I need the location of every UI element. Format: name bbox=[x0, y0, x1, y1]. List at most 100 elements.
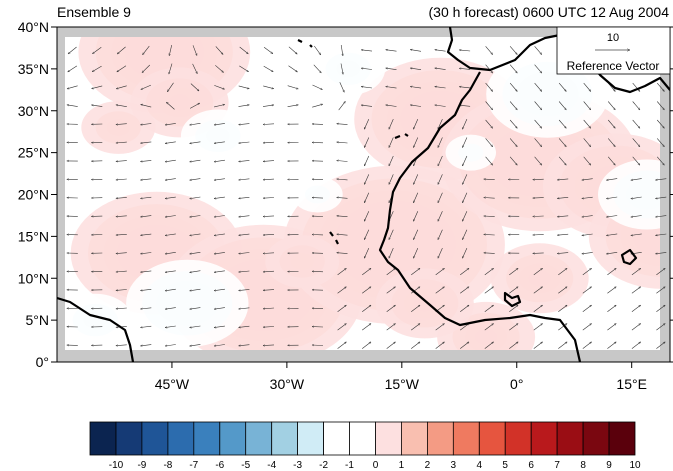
wind-vector bbox=[68, 65, 78, 73]
wind-vector bbox=[533, 342, 543, 349]
wind-vector bbox=[169, 45, 172, 56]
lake-volta bbox=[503, 291, 522, 308]
colorbar-label: -7 bbox=[189, 460, 198, 471]
wind-vector bbox=[656, 82, 664, 91]
wind-vector bbox=[141, 104, 152, 108]
colorbar-swatch bbox=[478, 421, 506, 456]
wind-vector bbox=[361, 87, 373, 89]
wind-vector bbox=[239, 197, 250, 198]
wind-vector bbox=[582, 215, 593, 217]
wind-vector bbox=[165, 270, 176, 273]
wind-vector bbox=[656, 101, 664, 110]
wind-vector bbox=[364, 137, 370, 148]
wind-vector bbox=[214, 105, 225, 108]
wind-vector bbox=[437, 229, 443, 240]
wind-vector bbox=[239, 289, 250, 290]
wind-vector bbox=[263, 198, 275, 199]
wind-vector bbox=[607, 101, 615, 110]
wind-vector bbox=[239, 252, 250, 254]
wind-vector bbox=[214, 233, 225, 236]
wind-vector bbox=[607, 305, 616, 312]
wind-vector bbox=[91, 105, 103, 107]
wind-vector bbox=[606, 215, 618, 218]
wind-vector bbox=[437, 174, 443, 184]
wind-vector bbox=[339, 82, 345, 92]
wind-vector bbox=[263, 85, 274, 89]
wind-vector bbox=[485, 138, 493, 146]
wind-vector bbox=[582, 287, 592, 294]
anomaly-blob bbox=[445, 134, 496, 171]
lon-tick-label: 15°W bbox=[385, 376, 420, 392]
wind-vector bbox=[558, 156, 566, 165]
wind-vector bbox=[411, 305, 420, 312]
wind-vector bbox=[190, 215, 201, 218]
wind-vector bbox=[166, 102, 175, 110]
wind-vectors bbox=[67, 44, 667, 349]
wind-vector bbox=[484, 179, 495, 180]
wind-vector bbox=[142, 64, 151, 73]
wind-vector bbox=[410, 105, 422, 107]
colorbar-swatch bbox=[530, 421, 558, 456]
wind-vector bbox=[263, 46, 273, 54]
wind-vector bbox=[557, 234, 569, 235]
coast-south-america bbox=[57, 296, 135, 362]
anomaly-blob bbox=[311, 42, 386, 96]
wind-vector bbox=[632, 119, 640, 128]
anomaly-blob bbox=[598, 159, 670, 230]
colorbar-label: 9 bbox=[606, 460, 612, 471]
wind-vector bbox=[340, 63, 343, 75]
wind-vector bbox=[460, 268, 469, 276]
wind-vector bbox=[362, 305, 371, 312]
anomaly-blob bbox=[375, 268, 474, 339]
colorbar-swatch bbox=[297, 421, 325, 456]
wind-vector bbox=[533, 253, 544, 254]
colorbar-label: -4 bbox=[267, 460, 276, 471]
wind-vector bbox=[214, 215, 225, 218]
anomaly-blob bbox=[292, 176, 343, 213]
wind-vector bbox=[534, 138, 542, 146]
wind-vector bbox=[214, 123, 225, 125]
wind-vector bbox=[509, 342, 518, 349]
wind-vector bbox=[239, 141, 250, 143]
wind-vector bbox=[509, 268, 518, 276]
wind-vector bbox=[312, 271, 324, 272]
lat-tick-label: 10°N bbox=[18, 270, 49, 286]
reference-vector-label: Reference Vector bbox=[567, 59, 660, 73]
wind-vector bbox=[337, 234, 348, 235]
colorbar-label: 7 bbox=[554, 460, 560, 471]
colorbar-swatch bbox=[245, 421, 273, 456]
wind-vector bbox=[140, 307, 152, 309]
colorbar: -10 -9 -8 -7 -6 -5 -4 -3 -2 -1 0 1 2 3 4 5 6 7 8 9 10 bbox=[89, 421, 641, 471]
wind-vector bbox=[214, 344, 225, 347]
lon-tick-label: 45°W bbox=[155, 376, 190, 392]
wind-vector bbox=[214, 325, 225, 328]
wind-vector bbox=[361, 50, 373, 52]
wind-vector bbox=[582, 342, 592, 349]
wind-vector bbox=[583, 101, 591, 110]
wind-vector bbox=[312, 104, 323, 108]
wind-vector bbox=[435, 105, 446, 107]
wind-vector bbox=[583, 156, 591, 165]
wind-vector bbox=[362, 268, 371, 276]
wind-vector bbox=[361, 105, 373, 107]
wind-vector bbox=[214, 252, 225, 254]
wind-vector bbox=[462, 247, 468, 258]
colorbar-swatch bbox=[193, 421, 221, 456]
wind-vector bbox=[239, 325, 250, 327]
wind-vector bbox=[141, 84, 152, 90]
wind-vector bbox=[364, 155, 370, 166]
wind-vector bbox=[337, 161, 348, 162]
colorbar-label: 8 bbox=[580, 460, 586, 471]
wind-vector bbox=[238, 105, 250, 107]
wind-vector bbox=[116, 345, 127, 346]
colorbar-label: 2 bbox=[425, 460, 431, 471]
wind-vector bbox=[214, 159, 225, 162]
colorbar-label: -3 bbox=[293, 460, 302, 471]
wind-vector bbox=[165, 178, 176, 181]
colorbar-swatch bbox=[271, 421, 299, 456]
wind-vector bbox=[435, 87, 446, 89]
colorbar-swatch bbox=[452, 421, 480, 456]
wind-vector bbox=[533, 216, 544, 217]
wind-vector bbox=[116, 124, 127, 125]
wind-vector bbox=[534, 156, 542, 165]
